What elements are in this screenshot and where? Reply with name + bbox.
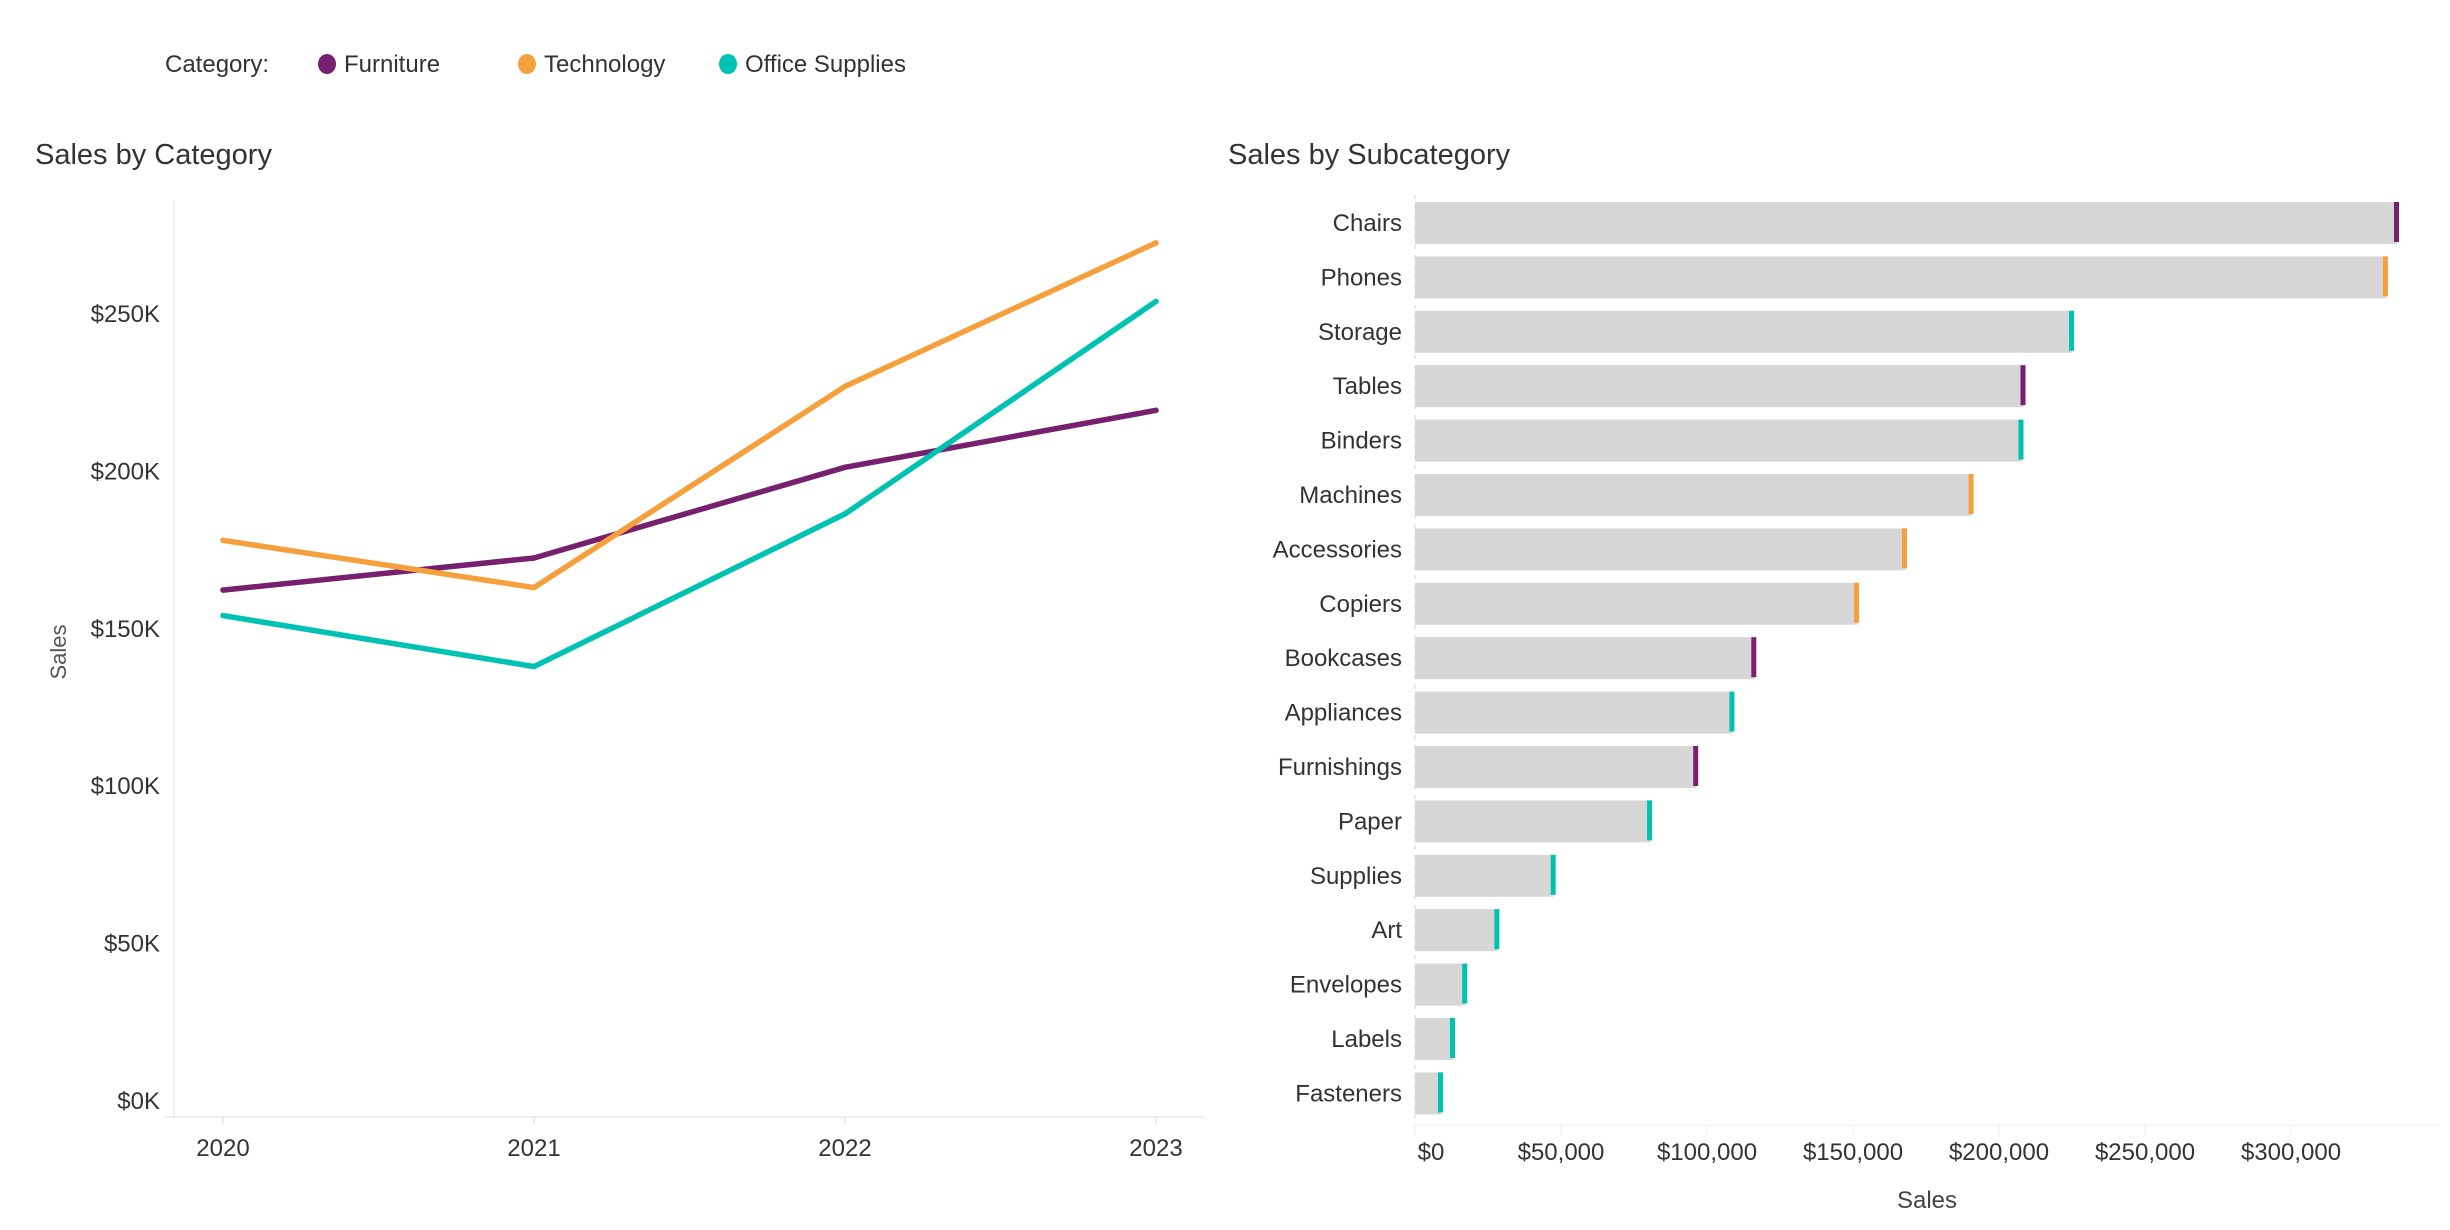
line-chart-title: Sales by Category [35, 139, 272, 171]
x-tick-label: 2023 [1129, 1135, 1182, 1162]
sales-by-subcategory-chart: Sales by Subcategory Sales Chairs Phones S… [1228, 139, 2440, 1214]
data-point[interactable] [1153, 407, 1159, 414]
bar-tables[interactable] [1415, 365, 2024, 408]
x-tick-label: 2021 [507, 1135, 560, 1162]
bar-supplies[interactable] [1415, 854, 1554, 897]
category-label: Machines [1299, 482, 1402, 509]
legend-swatch-2[interactable] [719, 54, 737, 74]
category-marker [1901, 528, 1907, 569]
bar-chart-x-axis-label: Sales [1897, 1187, 1957, 1214]
data-point[interactable] [842, 383, 848, 390]
data-point[interactable] [220, 612, 226, 619]
x-tick-label: $300,000 [2241, 1139, 2341, 1166]
x-tick-label: $0 [1418, 1139, 1445, 1166]
x-tick-label: $250,000 [2095, 1139, 2195, 1166]
x-tick-label: 2020 [196, 1135, 249, 1162]
category-marker [2382, 256, 2388, 297]
x-tick-label: $100,000 [1657, 1139, 1757, 1166]
bar-chairs[interactable] [1415, 202, 2397, 244]
category-marker [1968, 474, 1974, 514]
bar-furnishings[interactable] [1415, 746, 1697, 788]
bar-bookcases[interactable] [1415, 637, 1755, 680]
category-label: Accessories [1273, 536, 1402, 563]
category-marker [1729, 691, 1735, 732]
x-tick-label: $50,000 [1518, 1139, 1605, 1166]
category-label: Paper [1338, 808, 1402, 835]
y-tick-label: $150K [91, 616, 160, 643]
data-point[interactable] [842, 511, 848, 517]
series-line-furniture[interactable] [222, 407, 1157, 593]
bar-copiers[interactable] [1415, 582, 1858, 625]
bar-labels[interactable] [1415, 1018, 1453, 1060]
bar-chart-title: Sales by Subcategory [1228, 139, 1511, 171]
legend-swatch-1[interactable] [518, 54, 536, 74]
category-label: Supplies [1310, 863, 1402, 890]
category-legend: Category: Furniture Technology Office Supp… [165, 51, 906, 78]
category-marker [1751, 637, 1757, 678]
data-point[interactable] [220, 587, 226, 593]
data-point[interactable] [531, 584, 537, 591]
category-label: Storage [1318, 319, 1402, 346]
category-label: Furnishings [1278, 754, 1402, 781]
bar-paper[interactable] [1415, 800, 1651, 843]
legend-item-label[interactable]: Furniture [344, 51, 440, 78]
category-label: Bookcases [1285, 645, 1402, 672]
bar-art[interactable] [1415, 909, 1498, 952]
y-tick-label: $50K [104, 931, 160, 958]
legend-item-label[interactable]: Office Supplies [745, 51, 906, 78]
bar-envelopes[interactable] [1415, 963, 1466, 1006]
data-point[interactable] [220, 537, 226, 544]
category-label: Phones [1321, 264, 1402, 291]
x-tick-label: $200,000 [1949, 1139, 2049, 1166]
data-point[interactable] [1153, 240, 1159, 246]
data-point[interactable] [1153, 298, 1159, 305]
category-marker [1494, 909, 1500, 950]
data-point[interactable] [531, 555, 537, 561]
x-tick-label: $150,000 [1803, 1139, 1903, 1166]
category-label: Chairs [1333, 210, 1402, 237]
legend-swatch-0[interactable] [318, 54, 336, 74]
category-label: Copiers [1319, 591, 1402, 618]
category-marker [1550, 854, 1556, 895]
category-marker [2018, 419, 2024, 460]
series-line-technology[interactable] [222, 240, 1158, 591]
category-marker [1647, 800, 1653, 841]
legend-item-label[interactable]: Technology [544, 51, 665, 78]
line-chart-y-axis-label: Sales [46, 624, 71, 679]
category-label: Appliances [1285, 700, 1402, 727]
bar-binders[interactable] [1415, 419, 2022, 462]
category-marker [2020, 365, 2026, 406]
bar-accessories[interactable] [1415, 528, 1905, 571]
category-label: Tables [1333, 373, 1402, 400]
bar-machines[interactable] [1415, 474, 1972, 516]
category-marker [1693, 746, 1699, 786]
bar-appliances[interactable] [1415, 691, 1733, 734]
category-label: Fasteners [1295, 1080, 1402, 1107]
bar-fasteners[interactable] [1415, 1072, 1441, 1115]
category-label: Binders [1321, 428, 1402, 455]
y-tick-label: $200K [91, 458, 160, 485]
category-label: Labels [1331, 1026, 1402, 1053]
bar-phones[interactable] [1415, 256, 2386, 299]
category-marker [2393, 202, 2399, 242]
series-line-office-supplies[interactable] [222, 299, 1158, 670]
category-label: Envelopes [1290, 972, 1402, 999]
category-marker [1462, 963, 1468, 1004]
data-point[interactable] [842, 464, 848, 471]
bar-storage[interactable] [1415, 310, 2072, 353]
data-point[interactable] [531, 663, 537, 670]
sales-by-category-chart: Sales by Category Sales $0K $50K $100K $150… [35, 139, 1205, 1162]
x-tick-label: 2022 [818, 1135, 871, 1162]
category-marker [2069, 310, 2074, 351]
category-marker [1449, 1018, 1455, 1058]
y-tick-label: $250K [91, 301, 160, 328]
y-tick-label: $100K [91, 773, 160, 800]
category-marker [1854, 582, 1860, 623]
category-marker [1437, 1072, 1443, 1113]
y-tick-label: $0K [117, 1088, 160, 1115]
legend-title: Category: [165, 51, 269, 78]
category-label: Art [1371, 917, 1402, 944]
